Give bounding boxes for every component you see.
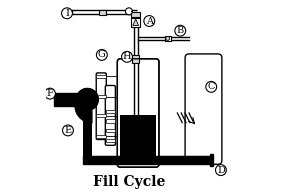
FancyBboxPatch shape	[117, 59, 159, 167]
Circle shape	[77, 89, 98, 110]
FancyBboxPatch shape	[96, 73, 106, 139]
Text: I: I	[65, 9, 69, 18]
Bar	[105, 119, 115, 123]
Circle shape	[144, 16, 155, 27]
Text: Fill Cycle: Fill Cycle	[93, 176, 165, 190]
Bar	[121, 115, 156, 164]
Circle shape	[62, 125, 73, 136]
Bar	[105, 138, 115, 142]
Bar	[210, 154, 213, 166]
Bar	[96, 114, 107, 117]
Bar	[96, 75, 107, 78]
Polygon shape	[133, 19, 139, 26]
Circle shape	[62, 8, 72, 19]
Circle shape	[96, 50, 107, 60]
Bar	[105, 129, 115, 132]
Text: G: G	[98, 50, 106, 59]
Bar	[131, 12, 140, 17]
Bar	[165, 36, 171, 41]
Text: A: A	[146, 17, 153, 26]
Bar	[54, 93, 87, 106]
Text: C: C	[207, 82, 215, 91]
Polygon shape	[75, 106, 92, 123]
Bar	[96, 95, 107, 98]
Text: F: F	[46, 89, 53, 98]
Text: E: E	[64, 126, 72, 135]
Text: D: D	[217, 166, 225, 175]
FancyBboxPatch shape	[105, 85, 115, 145]
Circle shape	[206, 82, 217, 92]
Circle shape	[44, 88, 55, 99]
Bar	[132, 55, 139, 63]
Bar	[96, 135, 107, 138]
Circle shape	[175, 25, 186, 36]
Circle shape	[122, 51, 133, 62]
Bar	[84, 156, 212, 164]
Circle shape	[215, 165, 226, 176]
Bar	[105, 110, 115, 113]
FancyBboxPatch shape	[185, 54, 222, 164]
Circle shape	[125, 8, 133, 15]
Text: B: B	[177, 26, 184, 35]
Bar	[131, 18, 140, 27]
Circle shape	[166, 36, 170, 40]
Bar	[84, 106, 92, 156]
Text: H: H	[123, 52, 131, 61]
Bar	[99, 10, 106, 15]
